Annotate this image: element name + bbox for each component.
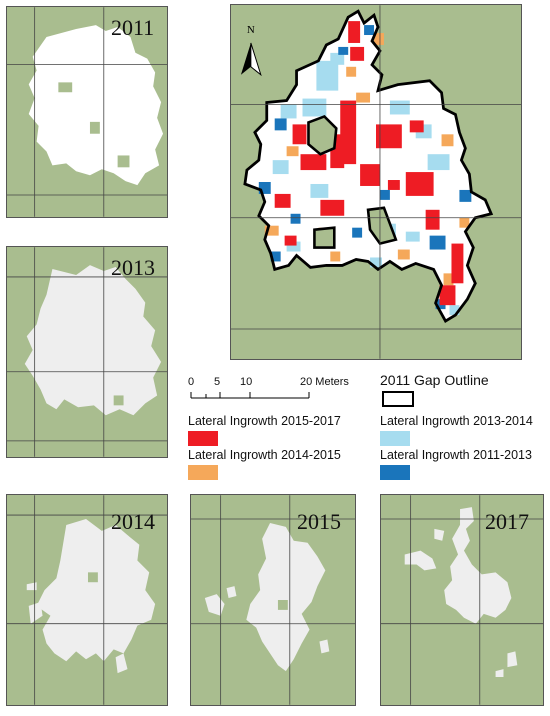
gap-shape-2017 [444,507,512,624]
legend-label-2011-2013: Lateral Ingrowth 2011-2013 [380,448,532,462]
legend-swatch-2011-2013 [380,465,410,480]
gap-map-2011 [7,7,167,217]
legend-label-2015-2017: Lateral Ingrowth 2015-2017 [188,414,341,428]
gap-shape-2015 [246,522,326,672]
north-label: N [247,24,255,36]
scale-tick-20: 20 Meters [300,376,349,388]
legend-swatch-2013-2014 [380,431,410,446]
composite-ingrowth-map: N [231,5,521,359]
gap-shape-2014 [36,519,156,662]
north-arrow-icon [240,42,262,77]
map-panel-2017: 2017 [380,494,544,706]
map-panel-2015: 2015 [190,494,356,706]
map-panel-2013: 2013 [6,246,168,458]
gap-map-2013 [7,247,167,457]
scale-bar: 0 5 10 20 Meters [188,376,349,402]
legend-label-2013-2014: Lateral Ingrowth 2013-2014 [380,414,533,428]
gap-map-2015 [191,495,355,705]
legend-outline-label: 2011 Gap Outline [380,372,489,388]
gap-shape-2011 [28,25,164,186]
legend-swatch-2015-2017 [188,431,218,446]
legend-swatch-2014-2015 [188,465,218,480]
year-label-2011: 2011 [111,15,155,40]
scale-bar-graphic [190,392,310,399]
map-panel-2014: 2014 [6,494,168,706]
gap-outline-2011 [243,9,494,323]
year-label-2014: 2014 [111,509,155,534]
composite-map-panel: N [230,4,522,360]
gap-map-2017 [381,495,543,705]
legend-outline-swatch [382,391,414,407]
gap-map-2014 [7,495,167,705]
gap-shape-2013 [24,265,162,416]
map-panel-2011: 2011 [6,6,168,218]
scale-tick-5: 5 [214,376,221,388]
scale-tick-0: 0 [188,376,195,388]
year-label-2013: 2013 [111,255,155,280]
year-label-2015: 2015 [297,509,341,534]
scale-tick-10: 10 [240,376,253,388]
legend-label-2014-2015: Lateral Ingrowth 2014-2015 [188,448,341,462]
year-label-2017: 2017 [485,509,529,534]
